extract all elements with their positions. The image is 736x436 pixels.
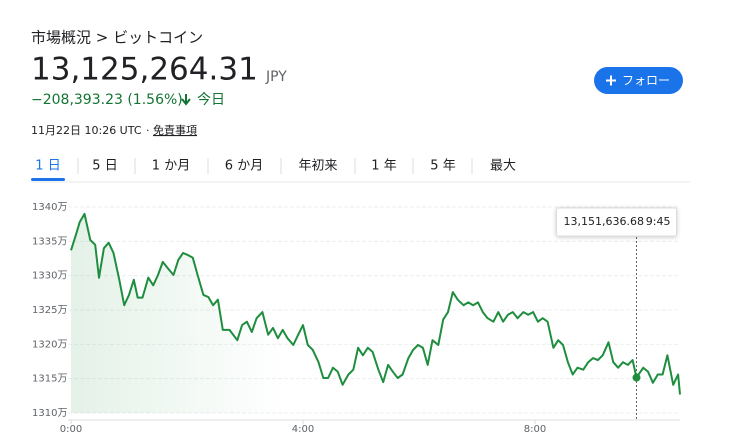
follow-label[interactable]: フォロー — [622, 74, 670, 88]
tab-indicator — [31, 178, 65, 181]
y-tick-label: 1315万 — [32, 374, 67, 385]
range-tab[interactable]: 年初来 — [298, 159, 337, 174]
y-tick-label: 1330万 — [32, 271, 67, 282]
range-tabs: 1 日 5 日 1 か月 6 か月 年初来 1 年 5 年 最大 — [31, 158, 690, 183]
range-tab[interactable]: 5 日 — [92, 159, 117, 174]
x-tick-label: 4:00 — [292, 424, 314, 435]
range-tab[interactable]: 最大 — [490, 159, 516, 174]
y-tick-label: 1310万 — [32, 408, 67, 419]
price-line — [70, 212, 681, 395]
x-tick-label: 8:00 — [524, 424, 546, 435]
change: −208,393.23 (1.56%) — [31, 92, 183, 108]
price: 13,125,264.31 — [31, 52, 258, 88]
range-tab[interactable]: 6 か月 — [225, 159, 263, 174]
range-tab[interactable]: 1 日 — [35, 159, 60, 174]
plus-icon — [606, 75, 616, 86]
tooltip-box — [556, 207, 677, 237]
down-arrow — [181, 94, 191, 106]
hover-dot — [632, 373, 641, 382]
currency: JPY — [265, 69, 287, 85]
y-tick-label: 1340万 — [32, 202, 67, 213]
x-tick-label: 0:00 — [60, 424, 82, 435]
area-fill — [71, 213, 680, 413]
price-chart: 1310万 1315万 1320万 1325万 1330万 1335万 1340万 0:00 4… — [32, 202, 681, 435]
separator: · — [146, 124, 150, 137]
breadcrumb[interactable]: 市場概況 > ビットコイン — [31, 29, 203, 47]
y-tick-label: 1335万 — [32, 236, 67, 247]
range-tab[interactable]: 5 年 — [430, 159, 455, 174]
tooltip-time: 9:45 — [646, 215, 671, 228]
disclaimer-link[interactable]: 免責事項 — [153, 123, 197, 137]
period: 今日 — [197, 92, 225, 108]
range-tab[interactable]: 1 年 — [371, 159, 396, 174]
timestamp: 11月22日 10:26 UTC — [31, 124, 142, 137]
y-tick-label: 1325万 — [32, 305, 67, 316]
range-tab[interactable]: 1 か月 — [152, 159, 190, 174]
follow-button[interactable] — [594, 67, 683, 94]
tooltip-value: 13,151,636.68 — [564, 215, 644, 228]
y-tick-label: 1320万 — [32, 339, 67, 350]
